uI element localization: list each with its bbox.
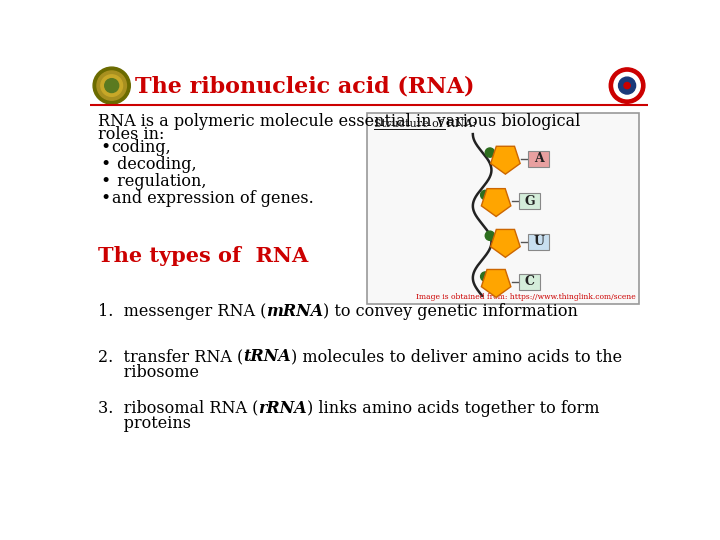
Circle shape [481,190,490,200]
Circle shape [93,67,130,104]
FancyBboxPatch shape [528,151,549,167]
Text: and expression of genes.: and expression of genes. [112,190,313,206]
Text: •: • [101,139,111,156]
Text: 1.  messenger RNA (: 1. messenger RNA ( [98,303,266,321]
Text: 2.  transfer RNA (: 2. transfer RNA ( [98,348,243,365]
Text: U: U [534,235,544,248]
FancyBboxPatch shape [528,234,549,250]
Text: RNA is a polymeric molecule essential in various biological: RNA is a polymeric molecule essential in… [98,112,580,130]
Text: roles in:: roles in: [98,126,164,143]
Circle shape [97,71,127,100]
Text: tRNA: tRNA [243,348,291,365]
Circle shape [609,68,645,103]
Text: The ribonucleic acid (RNA): The ribonucleic acid (RNA) [135,76,474,97]
FancyBboxPatch shape [519,193,540,209]
Polygon shape [482,269,511,298]
Text: 3.  ribosomal RNA (: 3. ribosomal RNA ( [98,400,258,417]
Circle shape [104,79,119,92]
Text: proteins: proteins [98,415,191,432]
FancyBboxPatch shape [367,112,639,303]
Circle shape [485,231,495,240]
Polygon shape [490,230,520,257]
Text: coding,: coding, [112,139,171,156]
Text: •: • [101,156,111,173]
Text: A: A [534,152,544,165]
Text: decoding,: decoding, [112,156,197,173]
Circle shape [101,75,122,96]
Text: mRNA: mRNA [266,303,323,321]
Circle shape [614,72,640,99]
Text: The types of  RNA: The types of RNA [98,246,308,266]
Text: regulation,: regulation, [112,173,206,190]
Text: rRNA: rRNA [258,400,307,417]
Circle shape [624,83,630,89]
Circle shape [485,148,495,157]
Text: •: • [101,173,111,190]
Text: •: • [101,190,111,206]
Text: ) molecules to deliver amino acids to the: ) molecules to deliver amino acids to th… [291,348,622,365]
Circle shape [618,77,636,94]
Text: Structure of RNA:: Structure of RNA: [374,119,476,129]
Text: Image is obtained from: https://www.thinglink.com/scene: Image is obtained from: https://www.thin… [416,293,636,301]
Circle shape [481,272,490,281]
Polygon shape [490,146,520,174]
Text: C: C [524,275,534,288]
Text: ) to convey genetic information: ) to convey genetic information [323,303,578,321]
Polygon shape [482,188,511,217]
Text: ) links amino acids together to form: ) links amino acids together to form [307,400,599,417]
Text: G: G [524,194,535,207]
FancyBboxPatch shape [519,274,540,290]
Text: ribosome: ribosome [98,363,199,381]
